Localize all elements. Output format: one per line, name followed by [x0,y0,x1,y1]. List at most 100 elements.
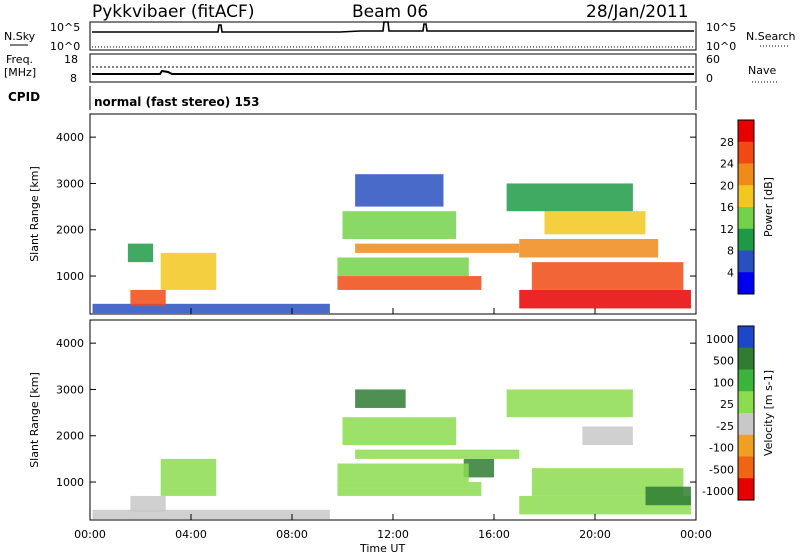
data-region-10 [531,262,684,290]
y-tick-label: 2000 [56,430,84,443]
colorbar-tick-label: -100 [709,442,734,455]
colorbar-tick-label: -1000 [702,485,734,498]
x-tick-label: 12:00 [377,528,409,541]
freq-tick-top: 18 [64,53,78,66]
data-region-3 [337,482,482,496]
colorbar-swatch-4 [738,207,754,230]
nsky-label: N.Sky [4,30,36,43]
colorbar-tick-label: -500 [709,463,734,476]
data-region-12 [544,211,646,235]
colorbar-swatch-5 [738,434,754,457]
colorbar-tick-label: 24 [720,158,734,171]
data-region-8 [355,389,406,408]
colorbar-swatch-1 [738,141,754,164]
colorbar-tick-label: 28 [720,136,734,149]
colorbar-swatch-3 [738,391,754,414]
data-region-5 [355,243,520,253]
colorbar-swatch-5 [738,228,754,251]
data-region-7 [342,417,457,445]
data-region-6 [337,463,469,483]
colorbar-swatch-0 [738,326,754,349]
colorbar-tick-label: -25 [716,420,734,433]
y-axis-label: Slant Range [km] [28,372,41,468]
colorbar-swatch-2 [738,369,754,392]
y-tick-label: 1000 [56,476,84,489]
nave-tick-top: 60 [706,53,720,66]
x-tick-label: 00:00 [74,528,106,541]
colorbar-swatch-7 [738,272,754,295]
freq-tick-bottom: 8 [70,72,77,85]
x-tick-label: 04:00 [175,528,207,541]
colorbar-label: Velocity [m s-1] [762,370,775,456]
data-region-5 [355,449,520,459]
freq-label: Freq. [6,53,33,66]
cpid-text: normal (fast stereo) 153 [94,95,260,109]
data-region-1 [130,495,166,513]
colorbar-swatch-1 [738,347,754,370]
x-tick-label: 00:00 [680,528,712,541]
nsky-panel [89,21,697,51]
x-tick-label: 20:00 [579,528,611,541]
colorbar-tick-label: 100 [713,376,734,389]
data-region-1 [130,289,166,307]
nsky-tick-bottom: 10^0 [50,40,80,53]
y-axis-label: Slant Range [km] [28,166,41,262]
colorbar-tick-label: 4 [727,266,734,279]
x-tick-label: 08:00 [276,528,308,541]
y-tick-label: 4000 [56,131,84,144]
colorbar-tick-label: 500 [713,355,734,368]
data-region-3 [127,243,154,263]
y-tick-label: 2000 [56,224,84,237]
freq-panel [89,53,697,83]
beam-title: Beam 06 [352,2,428,22]
nave-label: Nave [748,64,776,77]
data-region-0 [92,303,330,314]
nsearch-label: N.Search [746,30,796,43]
y-tick-label: 4000 [56,337,84,350]
data-region-2 [160,458,217,496]
colorbar-tick-label: 16 [720,201,734,214]
data-region-12 [582,426,633,445]
nave-tick-bottom: 0 [706,72,713,85]
data-region-2 [160,252,217,290]
nsearch-tick-bottom: 10^0 [706,40,736,53]
x-tick-label: 16:00 [478,528,510,541]
colorbar-tick-label: 8 [727,245,734,258]
colorbar-swatch-3 [738,185,754,208]
colorbar-frame [737,119,755,295]
data-region-6 [337,257,469,277]
data-region-9 [519,289,691,309]
colorbar-swatch-2 [738,163,754,186]
colorbar-frame [737,325,755,501]
nsky-trace [92,21,694,33]
colorbar-swatch-6 [738,456,754,479]
data-region-8 [355,174,444,207]
data-region-11 [645,486,691,506]
power-panel: 1000 2000 3000 4000 Slant Range [km] 4 8 12 16 20… [28,113,775,315]
data-region-0 [92,509,330,520]
data-region-11 [519,239,659,258]
colorbar-tick-label: 25 [720,398,734,411]
colorbar-label: Power [dB] [762,177,775,237]
colorbar-swatch-7 [738,478,754,501]
y-tick-label: 1000 [56,270,84,283]
station-title: Pykkvibaer (fitACF) [92,2,254,22]
colorbar-tick-label: 1000 [706,333,734,346]
colorbar-swatch-0 [738,120,754,143]
nave-trace [92,69,694,75]
colorbar-swatch-4 [738,413,754,436]
data-region-7 [342,211,457,239]
velocity-panel: 1000 2000 3000 4000 00:00 04:00 08:00 12:00 16:0… [28,319,775,541]
data-region-13 [506,183,633,212]
date-title: 28/Jan/2011 [586,2,689,22]
cpid-label: CPID [8,90,40,104]
colorbar-tick-label: 12 [720,223,734,236]
x-axis-title: Time UT [359,542,405,554]
nsearch-tick-top: 10^5 [706,21,736,34]
data-region-4 [337,276,482,290]
data-region-4 [463,458,494,478]
nsky-tick-top: 10^5 [50,21,80,34]
y-tick-label: 3000 [56,383,84,396]
colorbar-swatch-6 [738,250,754,273]
